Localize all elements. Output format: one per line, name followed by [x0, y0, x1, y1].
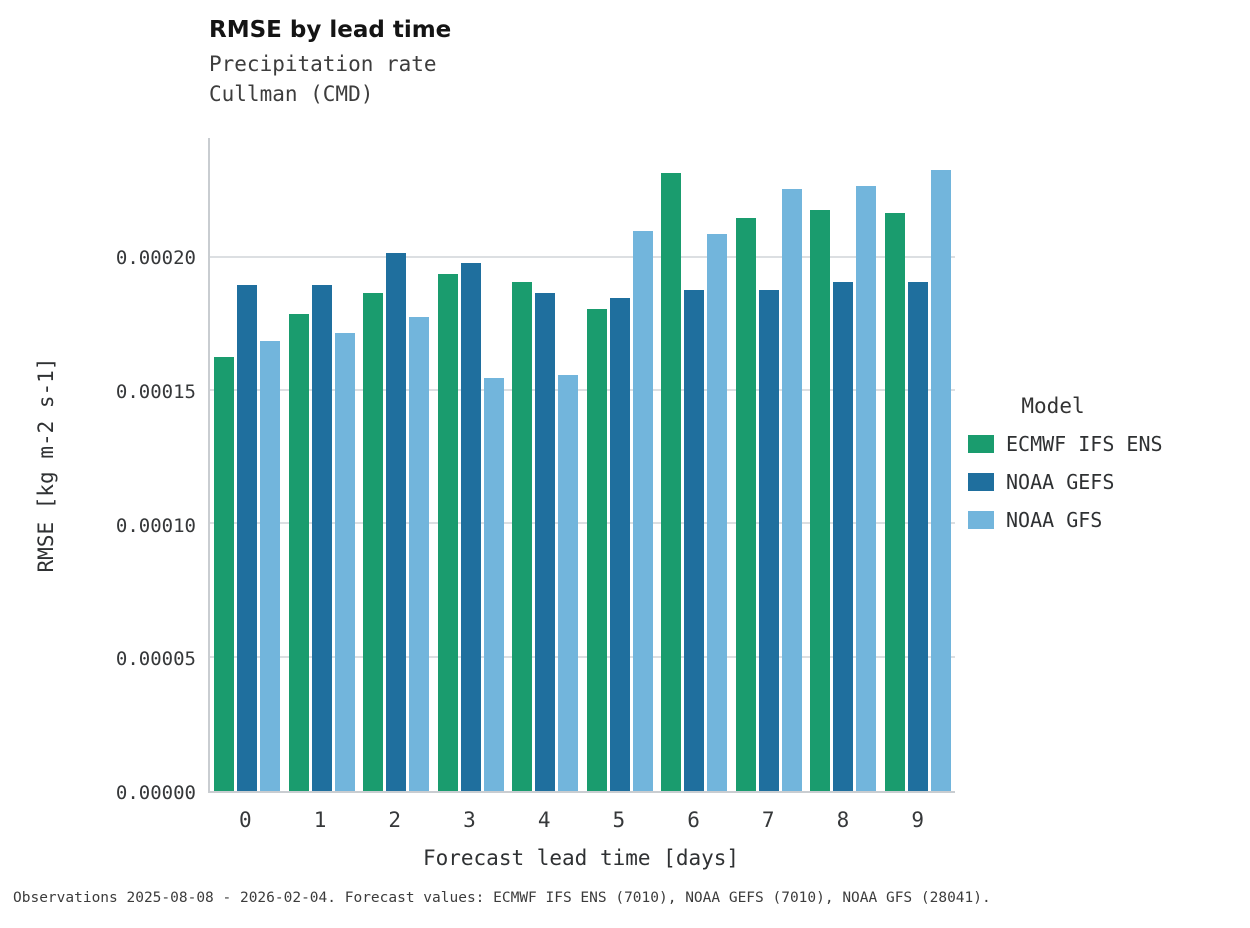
bar-noaa-gefs-day-8: [833, 281, 854, 791]
bar-noaa-gefs-day-5: [609, 297, 630, 791]
bar-ecmwf-ifs-ens-day-1: [288, 313, 309, 791]
bar-group-day-9: [881, 138, 956, 791]
legend-label: NOAA GFS: [1006, 508, 1103, 532]
bar-noaa-gefs-day-7: [758, 289, 779, 791]
bar-ecmwf-ifs-ens-day-0: [214, 356, 235, 791]
plot-area: [208, 138, 955, 793]
legend-title: Model: [1021, 394, 1085, 418]
bar-noaa-gfs-day-9: [930, 169, 951, 791]
bar-noaa-gfs-day-5: [632, 231, 653, 791]
bar-group-day-7: [732, 138, 807, 791]
bar-noaa-gfs-day-4: [558, 375, 579, 791]
bar-group-day-5: [583, 138, 658, 791]
legend-swatch-icon: [968, 511, 994, 529]
y-tick-label: 0.00020: [115, 247, 196, 270]
footer-note: Observations 2025-08-08 - 2026-02-04. Fo…: [13, 890, 991, 906]
x-tick-label: 8: [836, 808, 850, 832]
x-tick-label: 5: [612, 808, 626, 832]
y-tick-label: 0.00010: [115, 514, 196, 537]
bar-noaa-gefs-day-6: [684, 289, 705, 791]
bar-group-day-2: [359, 138, 434, 791]
bar-ecmwf-ifs-ens-day-2: [363, 292, 384, 791]
x-axis-label: Forecast lead time [days]: [422, 846, 740, 870]
legend-swatch-icon: [968, 473, 994, 491]
legend-item-noaa-gfs: NOAA GFS: [968, 508, 1243, 532]
bar-noaa-gfs-day-1: [334, 332, 355, 791]
legend-item-ecmwf-ifs-ens: ECMWF IFS ENS: [968, 432, 1243, 456]
legend-items: ECMWF IFS ENS NOAA GEFS NOAA GFS: [968, 432, 1243, 532]
chart-subtitle-variable: Precipitation rate: [209, 52, 437, 76]
bar-ecmwf-ifs-ens-day-9: [884, 212, 905, 791]
x-tick-label: 4: [537, 808, 551, 832]
bar-noaa-gfs-day-3: [483, 377, 504, 791]
gridline: [210, 255, 955, 258]
bar-ecmwf-ifs-ens-day-7: [735, 217, 756, 791]
legend-swatch-icon: [968, 435, 994, 453]
bar-noaa-gefs-day-3: [460, 263, 481, 791]
legend-item-noaa-gefs: NOAA GEFS: [968, 470, 1243, 494]
bar-noaa-gfs-day-0: [260, 340, 281, 791]
y-tick-label: 0.00005: [115, 648, 196, 671]
bar-noaa-gfs-day-6: [707, 233, 728, 791]
bar-group-day-6: [657, 138, 732, 791]
bar-group-day-0: [210, 138, 285, 791]
x-tick-label: 0: [239, 808, 252, 832]
bar-noaa-gefs-day-4: [535, 292, 556, 791]
bar-group-day-4: [508, 138, 583, 791]
bar-group-day-8: [806, 138, 881, 791]
gridline: [210, 522, 955, 525]
bar-ecmwf-ifs-ens-day-8: [810, 209, 831, 791]
legend-label: ECMWF IFS ENS: [1006, 432, 1163, 456]
x-axis-ticks: 0 1 2 3 4 5 6 7 8 9: [208, 808, 955, 838]
x-tick-label: 1: [313, 808, 327, 832]
y-tick-label: 0.00015: [115, 380, 196, 403]
y-tick-label: 0.00000: [115, 782, 196, 804]
bar-noaa-gefs-day-0: [237, 284, 258, 791]
legend: Model ECMWF IFS ENS NOAA GEFS NOAA GFS: [968, 394, 1243, 546]
bar-ecmwf-ifs-ens-day-6: [661, 172, 682, 791]
chart-title: RMSE by lead time: [209, 17, 452, 43]
x-tick-label: 6: [687, 808, 700, 832]
chart-subtitle-station: Cullman (CMD): [209, 82, 374, 106]
x-tick-label: 2: [388, 808, 402, 832]
bar-noaa-gfs-day-2: [409, 316, 430, 791]
y-axis-ticks: 0.00000 0.00005 0.00010 0.00015 0.00020: [0, 138, 196, 804]
bar-noaa-gefs-day-9: [907, 281, 928, 791]
bar-ecmwf-ifs-ens-day-3: [437, 273, 458, 791]
bar-noaa-gefs-day-2: [386, 252, 407, 791]
bar-ecmwf-ifs-ens-day-5: [586, 308, 607, 791]
bar-noaa-gfs-day-7: [781, 188, 802, 791]
bar-noaa-gfs-day-8: [856, 185, 877, 791]
x-tick-label: 7: [761, 808, 775, 832]
bar-group-day-1: [285, 138, 360, 791]
bar-noaa-gefs-day-1: [311, 284, 332, 791]
bar-group-day-3: [434, 138, 509, 791]
gridline: [210, 655, 955, 658]
gridline: [210, 389, 955, 392]
x-tick-label: 9: [911, 808, 924, 832]
bar-ecmwf-ifs-ens-day-4: [512, 281, 533, 791]
legend-label: NOAA GEFS: [1006, 470, 1115, 494]
x-tick-label: 3: [463, 808, 476, 832]
